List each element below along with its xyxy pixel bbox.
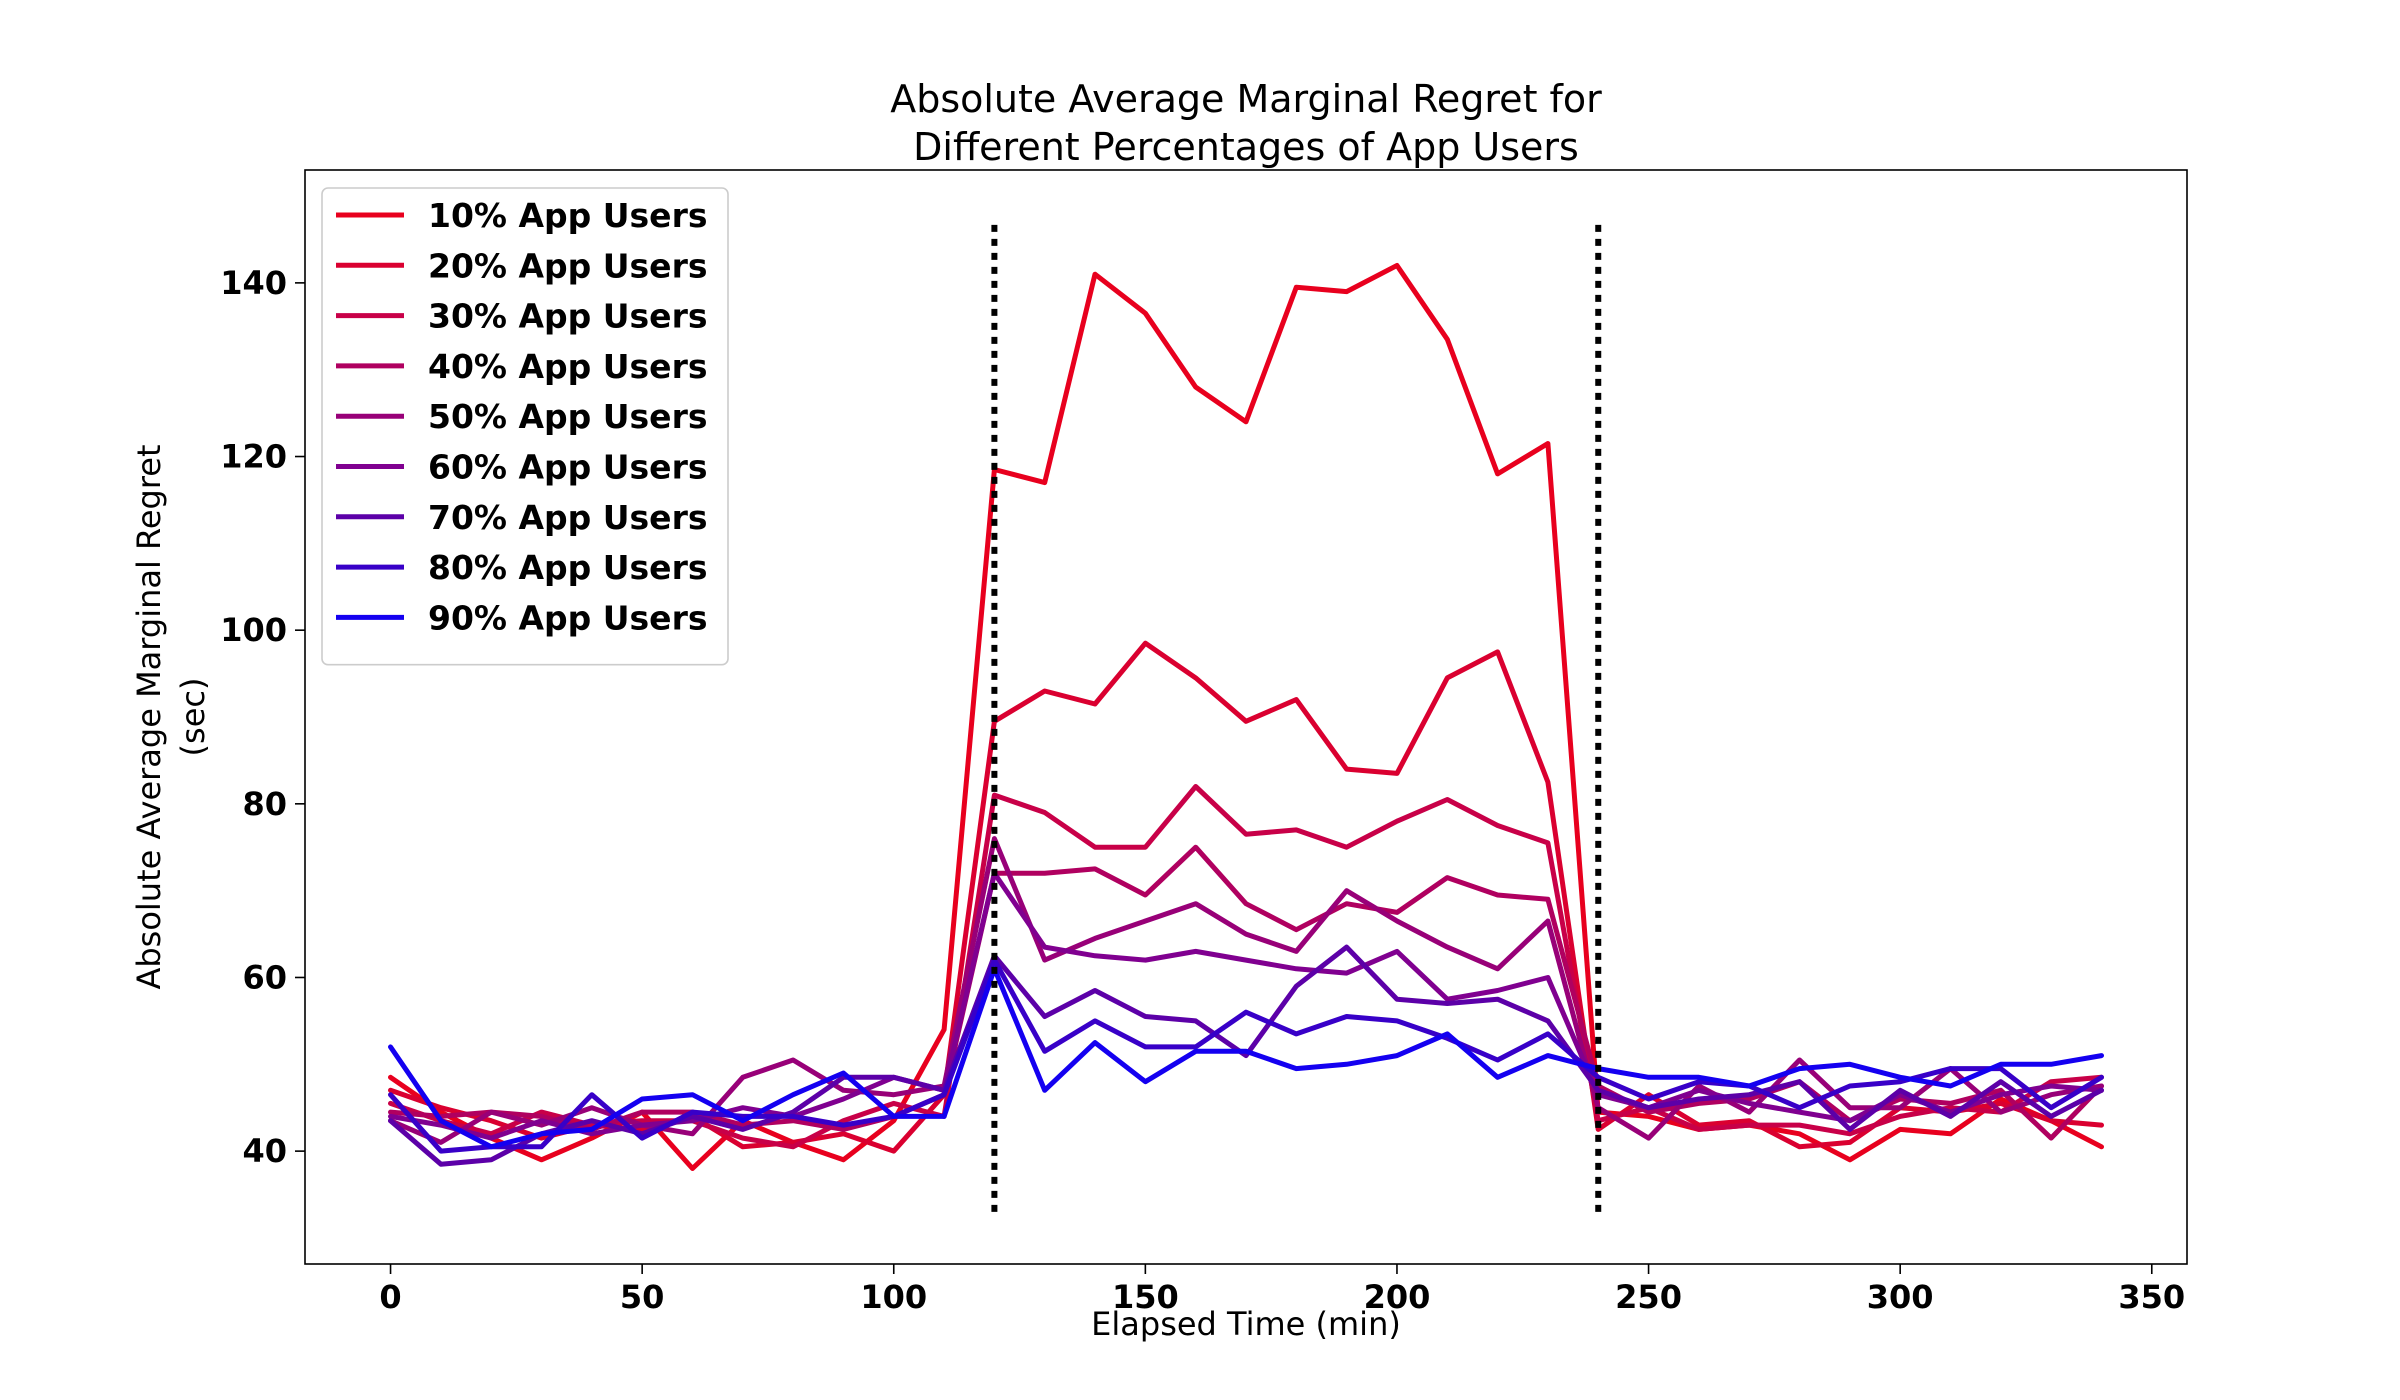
x-axis: 0 50 100 150 200 250 300 350 bbox=[379, 1264, 2185, 1316]
series-line-1 bbox=[388, 263, 2104, 1171]
y-axis-label: Absolute Average Marginal Regret (sec) bbox=[130, 444, 212, 989]
legend: 10% App Users 20% App Users 30% App Users 4… bbox=[321, 187, 729, 666]
legend-entry: 10% App Users bbox=[428, 196, 708, 235]
x-tick-label: 100 bbox=[860, 1278, 927, 1316]
legend-entry: 50% App Users bbox=[428, 397, 708, 436]
y-tick-label: 140 bbox=[220, 264, 287, 302]
y-tick-label: 80 bbox=[242, 785, 287, 823]
legend-entry: 30% App Users bbox=[428, 297, 708, 336]
y-tick-label: 120 bbox=[220, 438, 287, 476]
series-line-5 bbox=[388, 836, 2104, 1145]
plot-area bbox=[388, 222, 2104, 1212]
legend-box bbox=[321, 187, 729, 666]
y-tick-label: 100 bbox=[220, 611, 287, 649]
x-tick-label: 250 bbox=[1615, 1278, 1682, 1316]
x-tick-label: 300 bbox=[1867, 1278, 1934, 1316]
legend-entry: 80% App Users bbox=[428, 548, 708, 587]
y-tick-label: 40 bbox=[242, 1132, 287, 1170]
y-axis: 40 60 80 100 120 140 bbox=[220, 264, 305, 1170]
plot-frame bbox=[304, 169, 2188, 1265]
series-line-4 bbox=[388, 844, 2104, 1141]
series-line-8 bbox=[388, 957, 2104, 1154]
legend-entry: 40% App Users bbox=[428, 347, 708, 386]
legend-entry: 20% App Users bbox=[428, 246, 708, 285]
x-tick-label: 0 bbox=[379, 1278, 401, 1316]
series-line-2 bbox=[388, 640, 2104, 1154]
series-line-3 bbox=[388, 784, 2104, 1150]
legend-entry: 70% App Users bbox=[428, 498, 708, 537]
x-tick-label: 150 bbox=[1112, 1278, 1179, 1316]
legend-entry: 60% App Users bbox=[428, 448, 708, 487]
x-tick-label: 350 bbox=[2118, 1278, 2185, 1316]
chart-title: Absolute Average Marginal Regret for Diff… bbox=[890, 77, 1602, 169]
x-tick-label: 50 bbox=[620, 1278, 665, 1316]
legend-entry: 90% App Users bbox=[428, 598, 708, 637]
series-line-9 bbox=[388, 966, 2104, 1150]
y-tick-label: 60 bbox=[242, 958, 287, 996]
x-axis-label: Elapsed Time (min) bbox=[1091, 1305, 1401, 1343]
x-tick-label: 200 bbox=[1364, 1278, 1431, 1316]
